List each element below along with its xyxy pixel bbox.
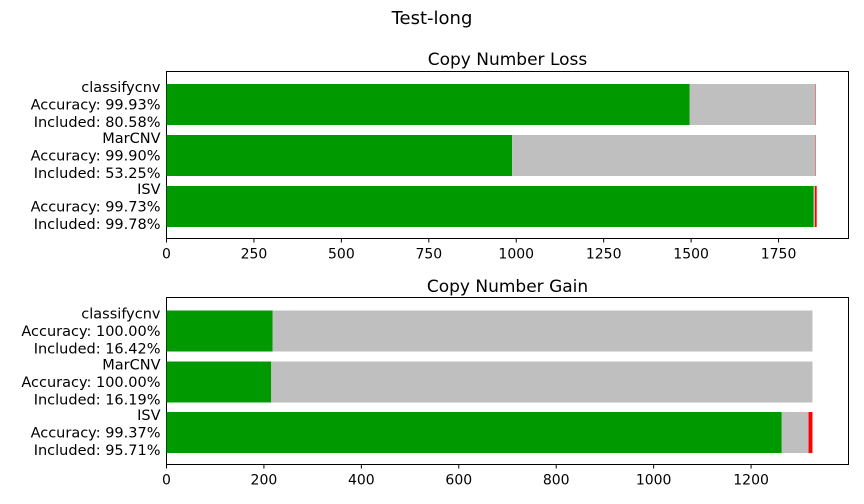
x-tick-label: 1200	[733, 473, 769, 489]
bar-correct-classifycnv	[166, 310, 273, 352]
included-label: Included: 53.25%	[34, 166, 161, 182]
x-tick-label: 1000	[498, 247, 534, 263]
method-label: ISV	[137, 408, 160, 424]
x-tick-label: 600	[445, 473, 472, 489]
method-label: MarCNV	[102, 131, 160, 147]
accuracy-label: Accuracy: 99.73%	[31, 200, 161, 216]
bar-correct-classifycnv	[166, 84, 690, 125]
x-axis-ticks: 0 250 500 750 1000 1250 1500 1750	[162, 238, 797, 263]
x-tick-label: 800	[543, 473, 570, 489]
x-tick-label: 0	[162, 473, 171, 489]
bar-excluded-isv	[813, 186, 815, 227]
x-tick-label: 200	[251, 473, 278, 489]
bar-excluded-classifycnv	[689, 84, 816, 125]
x-tick-label: 0	[162, 247, 171, 263]
included-label: Included: 16.42%	[34, 342, 161, 358]
method-label: ISV	[137, 182, 160, 198]
panel-copy-number-loss: Copy Number Loss classifycnv Accuracy: 99…	[31, 50, 849, 263]
included-label: Included: 99.78%	[34, 217, 161, 233]
bar-excluded-classifycnv	[272, 310, 813, 352]
accuracy-label: Accuracy: 99.93%	[31, 98, 161, 114]
x-tick-label: 1000	[636, 473, 672, 489]
bar-correct-marcnv	[166, 361, 272, 403]
accuracy-label: Accuracy: 99.37%	[31, 426, 161, 442]
y-tick-labels: classifycnv Accuracy: 99.93%Included: 80.…	[31, 80, 161, 233]
x-tick-label: 1250	[586, 247, 622, 263]
bar-excluded-marcnv	[512, 135, 816, 176]
x-tick-label: 500	[328, 247, 355, 263]
panel-title: Copy Number Gain	[427, 277, 588, 297]
x-tick-label: 250	[241, 247, 268, 263]
panel-title: Copy Number Loss	[428, 50, 588, 70]
bar-wrong-isv	[814, 186, 817, 227]
method-label: classifycnv	[81, 307, 161, 323]
bars	[166, 84, 817, 227]
method-label: MarCNV	[102, 358, 160, 374]
bar-excluded-marcnv	[271, 361, 813, 403]
x-tick-label: 1500	[673, 247, 709, 263]
accuracy-label: Accuracy: 100.00%	[21, 375, 160, 391]
included-label: Included: 95.71%	[34, 443, 161, 459]
accuracy-label: Accuracy: 100.00%	[21, 324, 160, 340]
method-label: classifycnv	[81, 80, 161, 96]
included-label: Included: 80.58%	[34, 115, 161, 131]
bar-correct-isv	[166, 412, 782, 453]
figure-suptitle: Test-long	[391, 8, 473, 29]
x-tick-label: 1750	[761, 247, 797, 263]
accuracy-label: Accuracy: 99.90%	[31, 149, 161, 165]
x-tick-label: 750	[415, 247, 442, 263]
x-axis-ticks: 0 200 400 600 800 1000 1200	[162, 464, 769, 489]
included-label: Included: 16.19%	[34, 393, 161, 409]
bar-correct-marcnv	[166, 135, 513, 176]
bar-wrong-isv	[808, 412, 813, 453]
bars	[166, 310, 813, 453]
x-tick-label: 400	[348, 473, 375, 489]
bar-excluded-isv	[781, 412, 809, 453]
bar-correct-isv	[166, 186, 814, 227]
